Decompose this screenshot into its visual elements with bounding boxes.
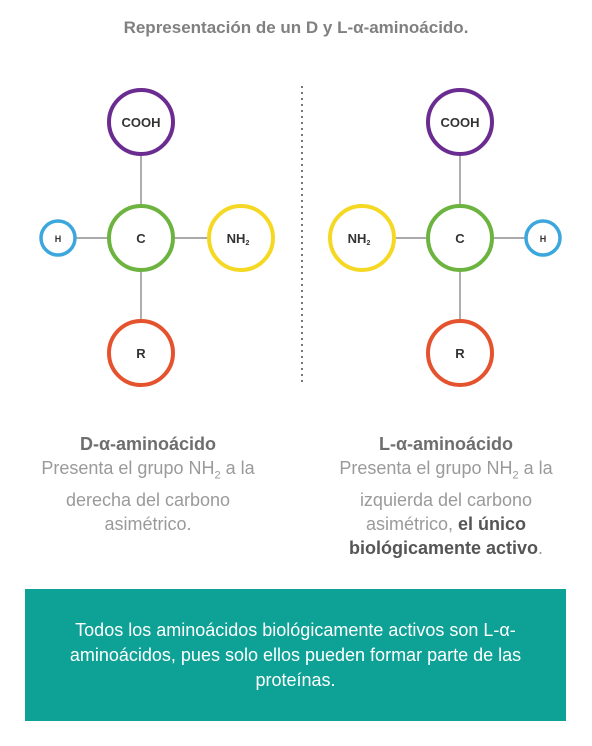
banner-text: Todos los aminoácidos biológicamente act… xyxy=(69,619,522,690)
l-nh2-circle xyxy=(328,204,396,272)
l-r-circle xyxy=(426,319,494,387)
d-r-label: R xyxy=(136,346,146,361)
d-carbon-label: C xyxy=(136,231,146,246)
d-cooh-label: COOH xyxy=(122,115,161,130)
l-carbon-label: C xyxy=(455,231,465,246)
info-banner: Todos los aminoácidos biológicamente act… xyxy=(25,589,566,721)
d-molecule: COOH C H NH2 R xyxy=(39,88,275,387)
d-nh2-text: NH xyxy=(227,231,246,246)
l-cooh-label: COOH xyxy=(441,115,480,130)
d-caption-sub: 2 xyxy=(214,469,221,482)
l-caption-heading: L-α-aminoácido xyxy=(378,434,514,454)
l-caption-sub: 2 xyxy=(512,469,519,482)
d-caption-text-after: a la derecha del carbono asimétrico. xyxy=(65,458,255,534)
d-hydrogen-circle xyxy=(39,219,77,257)
d-nh2-circle xyxy=(207,204,275,272)
l-caption-bold: el único biológicamente activo xyxy=(348,513,539,558)
l-hydrogen-label: H xyxy=(540,234,547,244)
page-title: Representación de un D y L-α-aminoácido. xyxy=(123,18,469,37)
l-cooh-circle xyxy=(426,88,494,156)
d-cooh-circle xyxy=(107,88,175,156)
l-caption: L-α-aminoácido Presenta el grupo NH2 a l… xyxy=(321,432,571,560)
d-r-circle xyxy=(107,319,175,387)
l-carbon-circle xyxy=(426,204,494,272)
l-hydrogen-circle xyxy=(524,219,562,257)
l-molecule: COOH C NH2 H R xyxy=(328,88,562,387)
l-caption-end: . xyxy=(538,537,544,558)
d-caption-heading: D-α-aminoácido xyxy=(79,434,217,454)
d-caption-text-before: Presenta el grupo NH xyxy=(41,458,215,478)
l-r-label: R xyxy=(455,346,465,361)
d-hydrogen-label: H xyxy=(55,234,62,244)
l-caption-text: Presenta el grupo NH2 a la izquierda del… xyxy=(321,456,571,560)
l-nh2-label: NH2 xyxy=(348,231,371,247)
d-nh2-label: NH2 xyxy=(227,231,250,247)
d-nh2-subscript: 2 xyxy=(245,240,249,247)
l-nh2-text: NH xyxy=(348,231,367,246)
l-nh2-subscript: 2 xyxy=(366,240,370,247)
d-caption: D-α-aminoácido Presenta el grupo NH2 a l… xyxy=(23,432,273,536)
l-caption-text-middle: a la izquierda del carbono asimétrico, xyxy=(359,458,553,534)
d-carbon-circle xyxy=(107,204,175,272)
d-caption-text: Presenta el grupo NH2 a la derecha del c… xyxy=(23,456,273,536)
l-caption-text-before: Presenta el grupo NH xyxy=(339,458,513,478)
amino-acid-diagram: COOH C H NH2 R COOH C NH2 H R xyxy=(39,86,562,387)
